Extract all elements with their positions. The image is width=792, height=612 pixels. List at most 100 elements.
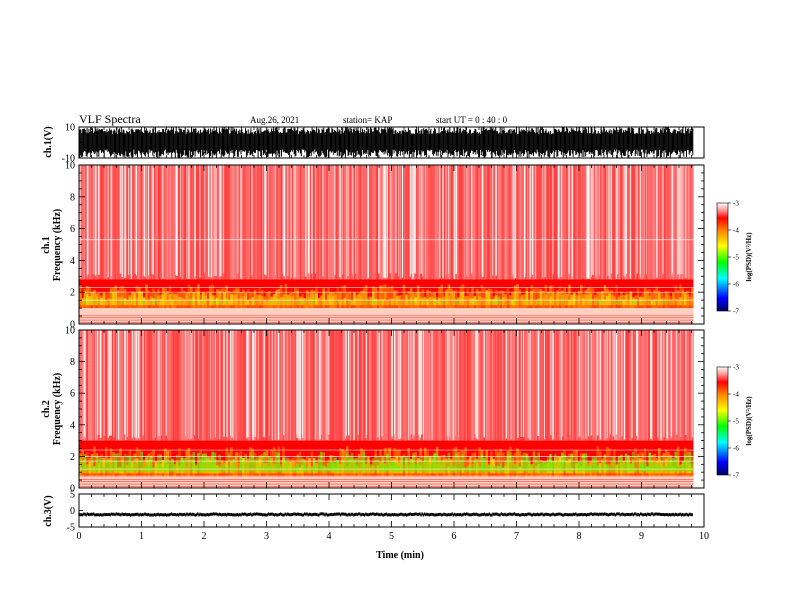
ch2-spectrogram-column	[444, 330, 447, 441]
ch1-spectrogram-band-yellow	[426, 299, 429, 306]
ch1-spectrogram-column	[298, 165, 301, 280]
ch1-spectrogram-column	[190, 165, 192, 280]
ch1-spectrogram-band-orange	[594, 297, 597, 309]
ch2-spectrogram-band-green	[86, 464, 89, 472]
ch1-spectrogram-column	[450, 165, 453, 280]
ch1-spectrogram-band-yellow	[393, 291, 396, 306]
ch2-spectrogram-band-green	[123, 453, 127, 472]
ch1-spectrogram-band-orange	[388, 286, 392, 309]
ch2-spectrogram-band-green	[149, 456, 153, 472]
ch1-spectrogram-band-green	[435, 300, 439, 304]
ch1-spectrogram-band-orange	[584, 289, 588, 309]
ch1-spectrogram-band-yellow	[601, 291, 604, 306]
ch1-spectrogram-column	[115, 165, 118, 280]
ch1-spectrogram-column	[128, 165, 131, 280]
ch2-spectrogram-column	[289, 330, 292, 441]
ch1-spectrogram-band-green	[631, 297, 635, 304]
ch2-spectrogram-band-green	[355, 458, 359, 472]
ch2-spectrogram-column	[342, 330, 345, 441]
ch2-spectrogram-column	[514, 330, 517, 441]
ch2-spectrogram-band-green	[104, 459, 108, 472]
ch1-spectrogram-column	[216, 165, 219, 280]
ch2-spectrogram-band-green	[244, 453, 247, 472]
time-tick-label: 2	[202, 531, 207, 542]
ch2-spectrogram-column	[182, 330, 185, 441]
ch1-spectrogram-band-yellow	[303, 300, 307, 306]
ch2-spectrogram-column	[637, 330, 640, 441]
ch1-spectrogram-band-yellow	[487, 292, 491, 306]
ch1-spectrogram-band-green	[128, 297, 132, 304]
ch1-spectrogram-column	[228, 165, 230, 280]
ch1-spectrogram-band-orange	[568, 284, 571, 309]
ch1-spectrogram-column	[479, 165, 482, 280]
ch2-spectrogram-band-yellow	[591, 458, 595, 474]
ch1-spectrogram-band-yellow	[513, 292, 517, 306]
ch2-spectrogram-band-yellow	[220, 461, 224, 474]
ch2-spectrogram-column	[511, 330, 514, 441]
ch1-spectrogram-band-yellow	[194, 292, 198, 306]
ch2-spectrogram-column	[462, 330, 465, 441]
ch2-spectrogram-band-green	[376, 456, 380, 472]
ch2-spectrogram-band-green	[494, 465, 498, 472]
ch1-spectrogram-band-yellow	[490, 299, 493, 306]
ch2-spectrogram-column	[634, 330, 637, 441]
ch2-spectrogram-column	[544, 330, 546, 441]
ch2-spectrogram-band-green	[641, 463, 644, 472]
ch1-spectrogram-column	[342, 165, 345, 280]
ch1-spectrogram-column	[327, 165, 330, 280]
ch2-spectrogram-column	[185, 330, 188, 441]
ch2-spectrogram-band-green	[691, 455, 694, 472]
ch2-spectrogram-band-yellow	[553, 457, 557, 474]
ch1-spectrogram-column	[140, 165, 143, 280]
ch1-spectrogram-band-orange	[367, 296, 370, 309]
ch1-spectrogram-band-yellow	[506, 298, 510, 306]
ch1-spectrogram-band-yellow	[478, 291, 481, 306]
ch2-spectrogram-band-green	[204, 454, 207, 472]
ch1-spectrogram-band-orange	[643, 287, 647, 309]
ch2-spectrogram-column	[497, 330, 500, 441]
ch1-spectrogram-band-yellow	[438, 297, 441, 306]
ch1-spectrogram-band-green	[213, 297, 217, 304]
ch2-spectrogram-column	[100, 330, 103, 441]
ch1-spectrogram-band-yellow	[544, 294, 548, 306]
ch2-spectrogram-band-green	[386, 453, 389, 472]
ch1-spectrogram-column	[577, 165, 580, 280]
ch1-spectrogram-band-orange	[376, 290, 380, 309]
ch1-spectrogram-column	[349, 165, 352, 280]
ch2-spectrogram-band-green	[407, 458, 411, 472]
ch1-spectrogram-column	[669, 165, 672, 280]
ch1-spectrogram-column	[197, 165, 200, 280]
ch2-spectrogram-band-yellow	[225, 460, 229, 474]
ch1-spectrogram-band-green	[513, 298, 517, 304]
ch1-spectrogram-band-yellow	[388, 298, 392, 306]
ch1-spectrogram-band-yellow	[317, 297, 321, 306]
ch2-spectrogram-band-green	[312, 458, 316, 472]
ch1-spectrogram-band-orange	[277, 288, 281, 309]
ch2-spectrogram-column	[238, 330, 241, 441]
ch2-spectrogram-band-green	[135, 462, 139, 472]
ch1-spectrogram-column	[656, 165, 659, 280]
ch1-spectrogram-band-orange	[83, 288, 87, 309]
ch1-spectrogram-column	[226, 165, 229, 280]
ch2-spectrogram-panel: 0 2 4 6 8 10	[65, 326, 705, 495]
ch2-spectrogram-band-green	[660, 455, 663, 472]
ch2-spectrogram-band-green	[362, 452, 366, 472]
ch1-spectrogram-column	[446, 165, 448, 280]
ch2-spectrogram-band-yellow	[161, 460, 165, 474]
ch2-spectrogram-band-green	[445, 459, 448, 472]
ch2-spectrogram-column	[383, 330, 386, 441]
ch2-spectrogram-column	[374, 330, 377, 441]
ch2-spectrogram-column	[435, 330, 438, 441]
ch2-spectrogram-band-green	[639, 462, 642, 472]
ch2-spectrogram-column	[130, 330, 132, 441]
ch2-spectrogram-column	[134, 330, 137, 441]
ch2-spectrogram-column	[105, 330, 108, 441]
ch2-spectrogram-column	[260, 330, 263, 441]
ch2-spectrogram-band-yellow	[620, 463, 623, 474]
ch1-spectrogram-column	[585, 165, 587, 280]
ch1-spectrogram-band-yellow	[428, 290, 432, 306]
ch2-spectrogram-column	[153, 330, 156, 441]
ch1-spectrogram-band-orange	[409, 288, 413, 309]
ch2-spectrogram-column	[498, 330, 501, 441]
ch2-spectrogram-band-green	[360, 459, 363, 472]
